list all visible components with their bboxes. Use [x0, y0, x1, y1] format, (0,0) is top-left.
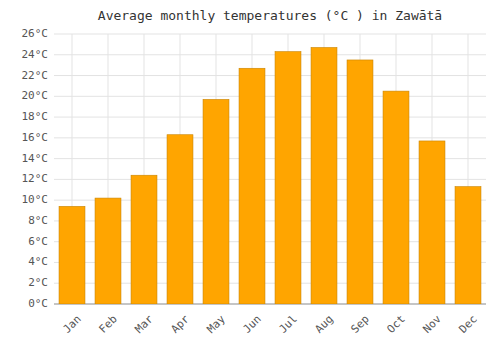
bar — [419, 141, 445, 304]
grid — [54, 34, 486, 304]
y-tick-label: 24°C — [22, 48, 49, 61]
y-tick-label: 14°C — [22, 152, 49, 165]
title: Average monthly temperatures (°C ) in Za… — [98, 8, 442, 23]
y-tick-label: 26°C — [22, 27, 49, 40]
y-grid-line — [54, 117, 486, 118]
y-tick-label: 16°C — [22, 131, 49, 144]
y-grid-line — [54, 34, 486, 35]
x-tick-label: Jun — [241, 313, 264, 336]
bar — [347, 60, 373, 304]
bar — [455, 187, 481, 304]
axes: 0°C 2°C 4°C 6°C 8°C 10°C 12°C 14°C 16°C 18°C 20°C 2… — [22, 27, 487, 336]
chart: 0°C 2°C 4°C 6°C 8°C 10°C 12°C 14°C 16°C 18°C 20°C 2… — [0, 0, 500, 350]
y-grid-line — [54, 75, 486, 76]
y-tick-label: 0°C — [28, 297, 48, 310]
y-tick-label: 20°C — [22, 89, 49, 102]
y-grid-line — [54, 137, 486, 138]
x-tick-label: Dec — [457, 313, 480, 336]
page: {"chart_data": {"type": "bar", "title": … — [0, 0, 500, 350]
bar — [203, 99, 229, 304]
bars — [59, 48, 481, 305]
y-tick-label: 18°C — [22, 110, 49, 123]
x-tick-label: May — [205, 312, 229, 336]
bar — [167, 135, 193, 304]
bar — [59, 206, 85, 304]
bar — [131, 175, 157, 304]
bar — [311, 48, 337, 305]
chart-container: 0°C 2°C 4°C 6°C 8°C 10°C 12°C 14°C 16°C 18°C 20°C 2… — [0, 0, 500, 350]
x-tick-label: Oct — [385, 313, 408, 336]
bar — [239, 68, 265, 304]
x-tick-label: Mar — [133, 312, 157, 336]
y-grid-line — [54, 96, 486, 97]
y-tick-label: 6°C — [28, 235, 48, 248]
y-tick-label: 2°C — [28, 276, 48, 289]
bar — [383, 91, 409, 304]
y-tick-label: 10°C — [22, 193, 49, 206]
bar — [275, 52, 301, 304]
x-tick-label: Jan — [61, 313, 84, 336]
x-tick-label: Sep — [349, 313, 372, 336]
x-tick-label: Apr — [169, 312, 193, 336]
x-tick-label: Nov — [421, 312, 445, 336]
y-tick-label: 8°C — [28, 214, 48, 227]
x-tick-label: Aug — [313, 313, 336, 336]
y-tick-label: 22°C — [22, 69, 49, 82]
x-tick-label: Feb — [97, 313, 120, 336]
y-grid-line — [54, 54, 486, 55]
bar — [95, 198, 121, 304]
y-tick-label: 12°C — [22, 172, 49, 185]
y-tick-label: 4°C — [28, 255, 48, 268]
x-tick-label: Jul — [277, 313, 300, 336]
